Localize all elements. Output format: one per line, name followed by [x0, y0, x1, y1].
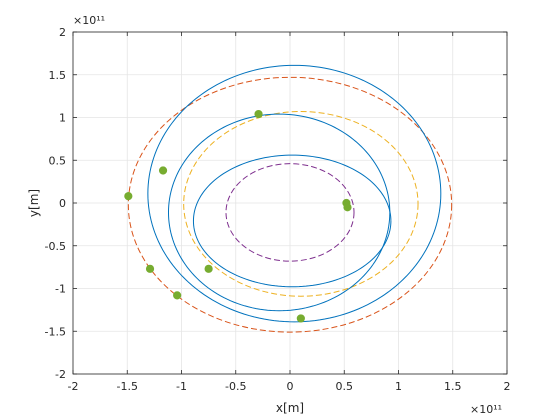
x-tick-label: 0: [287, 380, 294, 393]
reference-orbits: [127, 76, 453, 333]
x-tick-label: 1: [395, 380, 402, 393]
ticks: -2 -1.5 -1 -0.5 0 0.5 1 1.5 2 -2 -1.5 -1 -0.5 0 0.5 1 1.…: [45, 26, 511, 393]
marker-point: [296, 314, 305, 323]
marker-point: [173, 291, 182, 300]
y-tick-label: 0.5: [49, 154, 67, 167]
x-tick-label: 2: [504, 380, 511, 393]
trajectory-loop: [167, 113, 391, 312]
marker-point: [343, 203, 352, 212]
y-tick-label: -1.5: [45, 325, 66, 338]
marker-points: [124, 109, 352, 323]
x-axis-label: x[m]: [276, 401, 304, 415]
y-tick-label: 2: [59, 26, 66, 39]
y-tick-label: 1.5: [49, 69, 67, 82]
x-exponent-label: ×10¹¹: [470, 403, 502, 416]
marker-point: [204, 264, 213, 273]
x-tick-label: 1.5: [444, 380, 462, 393]
x-tick-label: -0.5: [225, 380, 246, 393]
marker-point: [158, 166, 168, 175]
marker-point: [124, 192, 133, 201]
y-exponent-label: ×10¹¹: [73, 14, 105, 27]
x-tick-label: 0.5: [336, 380, 354, 393]
y-tick-label: 1: [59, 112, 66, 125]
marker-point: [145, 264, 155, 273]
y-tick-label: -0.5: [45, 240, 66, 253]
y-tick-label: 0: [59, 197, 66, 210]
x-tick-label: -2: [68, 380, 79, 393]
y-tick-label: -1: [55, 283, 66, 296]
y-tick-label: -2: [55, 368, 66, 381]
x-tick-label: -1.5: [117, 380, 138, 393]
reference-orbit: [127, 76, 453, 333]
marker-point: [254, 109, 263, 119]
y-axis-label: y[m]: [27, 189, 41, 217]
reference-orbit: [183, 111, 419, 297]
trajectory-loop: [192, 154, 392, 288]
trajectory-loop: [147, 64, 442, 323]
x-tick-label: -1: [176, 380, 187, 393]
reference-orbit: [225, 163, 355, 262]
trajectory: [147, 64, 442, 323]
